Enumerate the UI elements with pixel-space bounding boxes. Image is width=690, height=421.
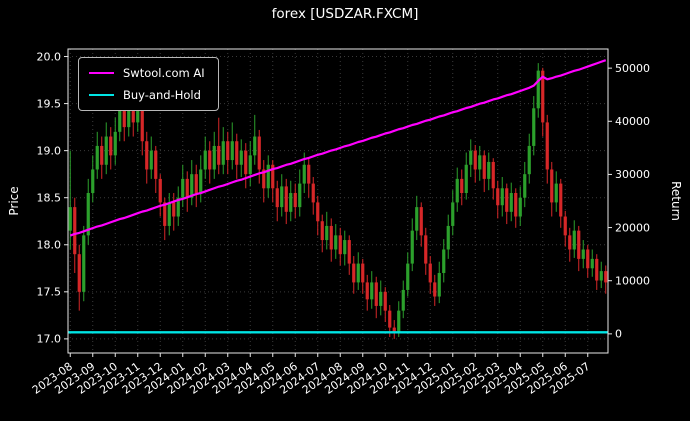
svg-text:18.5: 18.5 (37, 192, 62, 205)
legend: Swtool.com AI Buy-and-Hold (78, 57, 219, 111)
legend-label-buyhold: Buy-and-Hold (123, 88, 201, 102)
svg-text:19.0: 19.0 (37, 144, 62, 157)
svg-text:0: 0 (615, 328, 622, 341)
svg-text:17.5: 17.5 (37, 286, 62, 299)
svg-text:30000: 30000 (615, 168, 650, 181)
svg-text:20000: 20000 (615, 221, 650, 234)
ai-return-line (69, 59, 607, 237)
svg-text:20.0: 20.0 (37, 50, 62, 63)
chart-title: forex [USDZAR.FXCM] (271, 6, 419, 22)
svg-text:18.0: 18.0 (37, 239, 62, 252)
return-axis-ticks: 0 10000 20000 30000 40000 50000 (608, 62, 650, 341)
svg-text:17.0: 17.0 (37, 333, 62, 346)
buy-and-hold-swatch (89, 94, 114, 96)
price-axis-ticks: 17.0 17.5 18.0 18.5 19.0 19.5 20.0 (37, 50, 68, 346)
plot-border (67, 48, 609, 354)
legend-entry-ai: Swtool.com AI (89, 66, 205, 80)
svg-text:50000: 50000 (615, 62, 650, 75)
price-axis-label: Price (7, 186, 21, 216)
return-axis-label: Return (669, 181, 683, 221)
svg-text:19.5: 19.5 (37, 97, 62, 110)
x-axis-ticks: 2023-082023-092023-102023-112023-122024-… (30, 353, 592, 397)
legend-entry-buyhold: Buy-and-Hold (89, 88, 205, 102)
svg-text:10000: 10000 (615, 275, 650, 288)
legend-label-ai: Swtool.com AI (123, 66, 205, 80)
svg-text:40000: 40000 (615, 115, 650, 128)
ai-line-swatch (89, 72, 114, 74)
